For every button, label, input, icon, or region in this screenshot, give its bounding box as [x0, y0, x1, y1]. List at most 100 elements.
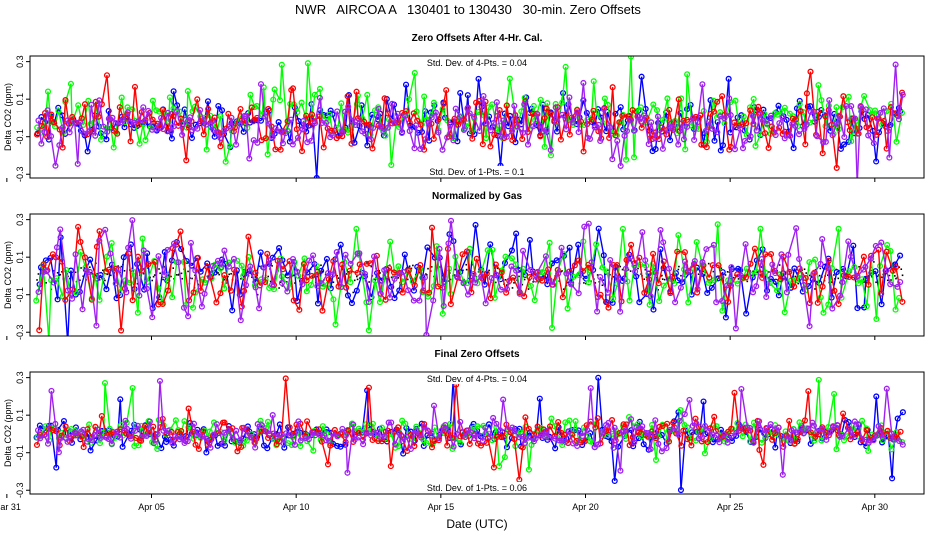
data-point: [49, 251, 56, 258]
series-line-segment: [490, 122, 495, 131]
data-point: [640, 441, 647, 448]
data-point: [734, 271, 741, 278]
series-line-segment: [236, 270, 241, 295]
data-point: [626, 117, 634, 124]
data-point: [827, 274, 829, 276]
data-marks: [33, 217, 906, 336]
series-line-segment: [770, 115, 777, 136]
series-line-segment: [778, 127, 784, 135]
series-line-segment: [480, 250, 489, 272]
series-line-segment: [260, 420, 267, 429]
series-line-segment: [827, 393, 835, 428]
data-point: [349, 117, 356, 124]
series-line-segment: [680, 98, 686, 150]
series-line-segment: [322, 425, 328, 434]
series-line-segment: [388, 267, 395, 273]
series-line-segment: [245, 266, 251, 286]
series-line-segment: [185, 304, 194, 309]
series-line-segment: [397, 113, 403, 134]
data-point: [243, 268, 245, 271]
series-line-segment: [590, 262, 598, 312]
series-line-segment: [814, 259, 822, 298]
series-line-segment: [239, 273, 246, 295]
data-point: [530, 273, 533, 276]
data-point: [833, 120, 840, 127]
data-point: [366, 262, 368, 264]
series-line-segment: [648, 263, 654, 305]
series-line-segment: [648, 122, 652, 145]
data-point: [269, 133, 276, 140]
data-point: [760, 266, 763, 268]
series-line-segment: [81, 270, 88, 310]
series-line-segment: [364, 273, 370, 303]
series-line-segment: [438, 248, 445, 307]
data-point: [561, 270, 563, 272]
series-line-segment: [836, 116, 841, 168]
series-line-segment: [870, 258, 878, 320]
series-line-segment: [340, 254, 347, 287]
data-point: [405, 267, 412, 274]
series-line-segment: [857, 306, 865, 309]
data-point: [152, 275, 155, 278]
data-point: [456, 439, 464, 447]
series-line-segment: [649, 272, 657, 297]
series-line-segment: [390, 123, 397, 166]
series-line-segment: [401, 84, 407, 133]
series-line-segment: [361, 130, 366, 135]
data-point: [271, 86, 278, 93]
data-point: [714, 98, 721, 105]
series-line-segment: [843, 106, 847, 138]
data-point: [664, 126, 671, 133]
data-point: [33, 131, 41, 138]
series-line-segment: [70, 83, 73, 123]
data-point: [886, 279, 889, 282]
series-line-segment: [448, 118, 456, 137]
series-line-segment: [234, 108, 242, 128]
series-line-segment: [478, 95, 485, 132]
series-line-segment: [143, 250, 148, 289]
series-line-segment: [892, 113, 898, 142]
series-line-segment: [146, 253, 154, 309]
series-line-segment: [721, 96, 726, 115]
series-line-segment: [184, 408, 190, 442]
series-line-segment: [850, 256, 858, 277]
series-line-segment: [129, 86, 136, 142]
data-point: [168, 128, 175, 135]
series-line-segment: [410, 124, 413, 128]
data-point: [898, 266, 901, 269]
series-line-segment: [161, 275, 169, 303]
data-point: [731, 264, 733, 267]
data-point: [899, 91, 906, 98]
data-point: [508, 263, 515, 270]
series-line-segment: [122, 112, 129, 121]
data-point: [732, 276, 735, 279]
data-point: [514, 123, 521, 130]
data-point: [332, 281, 335, 284]
data-point: [637, 267, 639, 270]
data-point: [846, 268, 853, 275]
data-point: [511, 287, 514, 289]
series-line-segment: [482, 95, 488, 124]
series-line-segment: [186, 260, 193, 267]
data-point: [33, 441, 41, 449]
series-line-segment: [302, 120, 308, 143]
series-line-segment: [413, 113, 418, 121]
series-line-segment: [306, 263, 315, 273]
series-line-segment: [484, 277, 493, 304]
data-point: [214, 257, 222, 264]
series-line-segment: [61, 261, 66, 301]
data-point: [487, 127, 494, 134]
series-line-segment: [619, 268, 627, 312]
data-point: [703, 246, 710, 253]
series-line-segment: [219, 268, 225, 289]
data-point: [600, 106, 607, 113]
series-line-segment: [323, 128, 329, 148]
series-line-segment: [806, 71, 812, 94]
data-point: [81, 130, 88, 137]
series-line-segment: [292, 88, 298, 130]
series-line-segment: [880, 251, 888, 294]
series-line-segment: [209, 276, 218, 303]
data-point: [349, 276, 351, 279]
series-line-segment: [699, 115, 703, 145]
series-line-segment: [833, 393, 838, 450]
